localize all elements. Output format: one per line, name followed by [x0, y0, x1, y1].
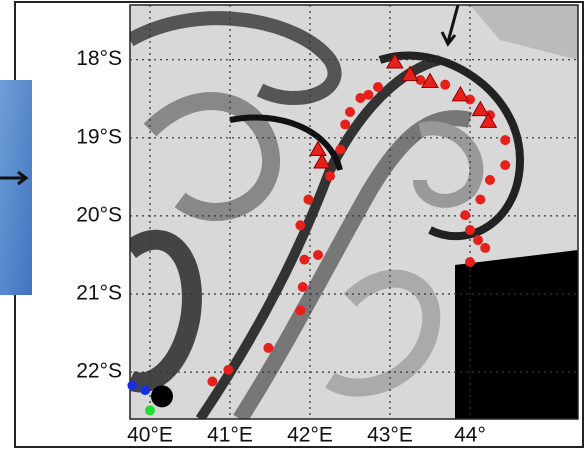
- point: [479, 112, 498, 128]
- x-tick-label: 44°: [454, 424, 486, 447]
- point: [309, 140, 327, 157]
- x-tick-label: 42°E: [287, 424, 333, 447]
- point: [421, 72, 439, 89]
- point: [295, 220, 306, 231]
- point: [145, 405, 155, 416]
- point: [127, 380, 138, 391]
- point: [335, 144, 346, 155]
- y-tick-label: 18°S: [76, 47, 122, 70]
- point: [373, 82, 383, 93]
- point: [363, 89, 374, 100]
- point: [440, 79, 451, 90]
- point: [471, 100, 490, 117]
- x-tick-label: 41°E: [207, 424, 253, 447]
- point: [500, 135, 511, 146]
- y-tick-label: 19°S: [76, 125, 122, 148]
- y-tick-label: 20°S: [76, 203, 122, 226]
- point: [385, 53, 404, 69]
- point: [465, 94, 475, 105]
- point: [401, 65, 419, 82]
- point: [345, 107, 355, 118]
- point: [500, 160, 511, 171]
- point: [325, 171, 335, 182]
- point: [460, 210, 471, 221]
- point: [299, 254, 310, 265]
- point: [297, 281, 308, 292]
- point: [465, 224, 475, 235]
- arrow: [440, 4, 460, 47]
- point: [340, 119, 351, 130]
- point: [475, 194, 486, 205]
- plot-border: [129, 4, 579, 420]
- point: [303, 194, 314, 205]
- point: [415, 74, 426, 85]
- point: [140, 385, 151, 396]
- point: [480, 242, 491, 253]
- point: [313, 249, 323, 260]
- x-tick-label: 40°E: [127, 424, 173, 447]
- arrow: [0, 170, 29, 186]
- y-tick-label: 22°S: [76, 360, 122, 383]
- point: [223, 364, 234, 375]
- point: [313, 153, 331, 169]
- point: [473, 235, 483, 246]
- point: [465, 256, 475, 267]
- flow-field: [130, 5, 578, 419]
- point: [263, 342, 274, 353]
- point: [355, 92, 366, 103]
- y-tick-label: 21°S: [76, 282, 122, 305]
- point: [207, 376, 218, 387]
- point: [295, 305, 306, 316]
- photo-inset: [0, 80, 32, 295]
- point: [485, 174, 495, 185]
- point: [151, 385, 173, 408]
- x-tick-label: 43°E: [367, 424, 413, 447]
- point: [451, 85, 470, 102]
